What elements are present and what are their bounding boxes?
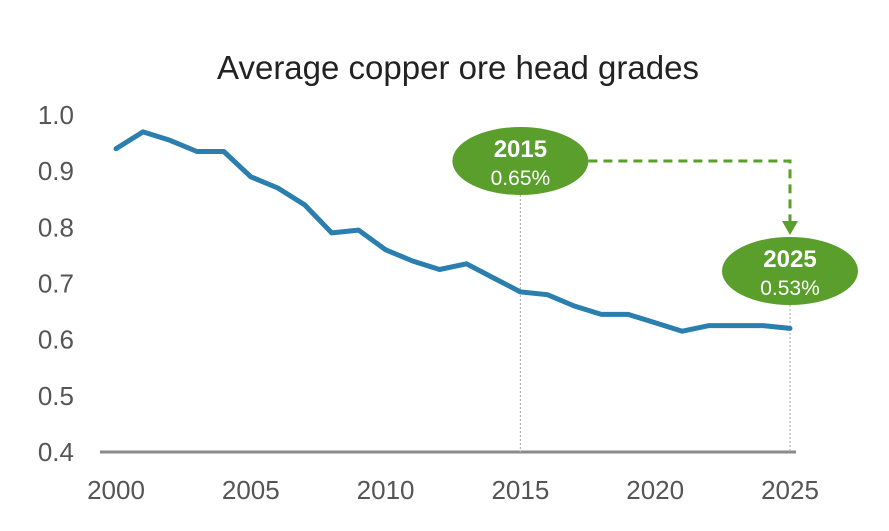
y-axis-ticks: 1.0 0.9 0.8 0.7 0.6 0.5 0.4 [38,100,74,467]
x-tick-label: 2000 [87,475,145,505]
y-tick-label: 1.0 [38,100,74,130]
y-tick-label: 0.6 [38,325,74,355]
x-axis-ticks: 2000 2005 2010 2015 2020 2025 [87,475,819,505]
annotation-year: 2015 [494,136,547,163]
annotation-value: 0.53% [760,277,820,300]
y-tick-label: 0.5 [38,381,74,411]
x-tick-label: 2025 [761,475,819,505]
arrow-path [588,159,792,225]
x-tick-label: 2010 [357,475,415,505]
annotation-year: 2025 [763,246,816,273]
y-tick-label: 0.8 [38,212,74,242]
arrow-head [782,221,798,235]
y-tick-label: 0.4 [38,437,74,467]
x-tick-label: 2020 [626,475,684,505]
x-tick-label: 2015 [491,475,549,505]
y-tick-label: 0.7 [38,269,74,299]
annotation-bubble [452,127,589,195]
annotation-arrow [588,159,798,235]
series-line [113,129,793,334]
x-tick-label: 2005 [222,475,280,505]
annotation-bubbles: 2015 0.65% 2025 0.53% [452,127,858,305]
chart-title: Average copper ore head grades [217,49,699,86]
annotation-bubble [722,237,858,305]
annotation-value: 0.65% [491,167,551,190]
y-tick-label: 0.9 [38,156,74,186]
